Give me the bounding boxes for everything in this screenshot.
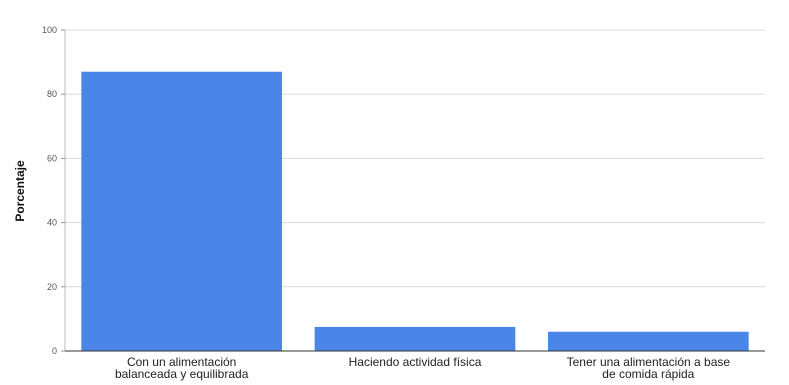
y-tick-labels: 0 20 40 60 80 100 xyxy=(42,25,65,356)
bar xyxy=(314,326,516,351)
bar xyxy=(548,331,749,351)
bar xyxy=(81,71,282,351)
category-label: Haciendo actividad física xyxy=(349,355,482,369)
category-label: Tener una alimentación a base de comida r… xyxy=(567,355,731,381)
category-label: Con un alimentación balanceada y equilibr… xyxy=(115,355,249,381)
y-tick-label: 0 xyxy=(52,346,57,356)
bars xyxy=(81,71,749,351)
y-tick-label: 100 xyxy=(42,25,57,35)
y-tick-label: 80 xyxy=(47,89,57,99)
y-tick-label: 40 xyxy=(47,218,57,228)
category-labels: Con un alimentación balanceada y equilibr… xyxy=(115,355,730,381)
y-tick-label: 20 xyxy=(47,282,57,292)
y-axis-label: Porcentaje xyxy=(13,160,27,222)
y-tick-label: 60 xyxy=(47,153,57,163)
